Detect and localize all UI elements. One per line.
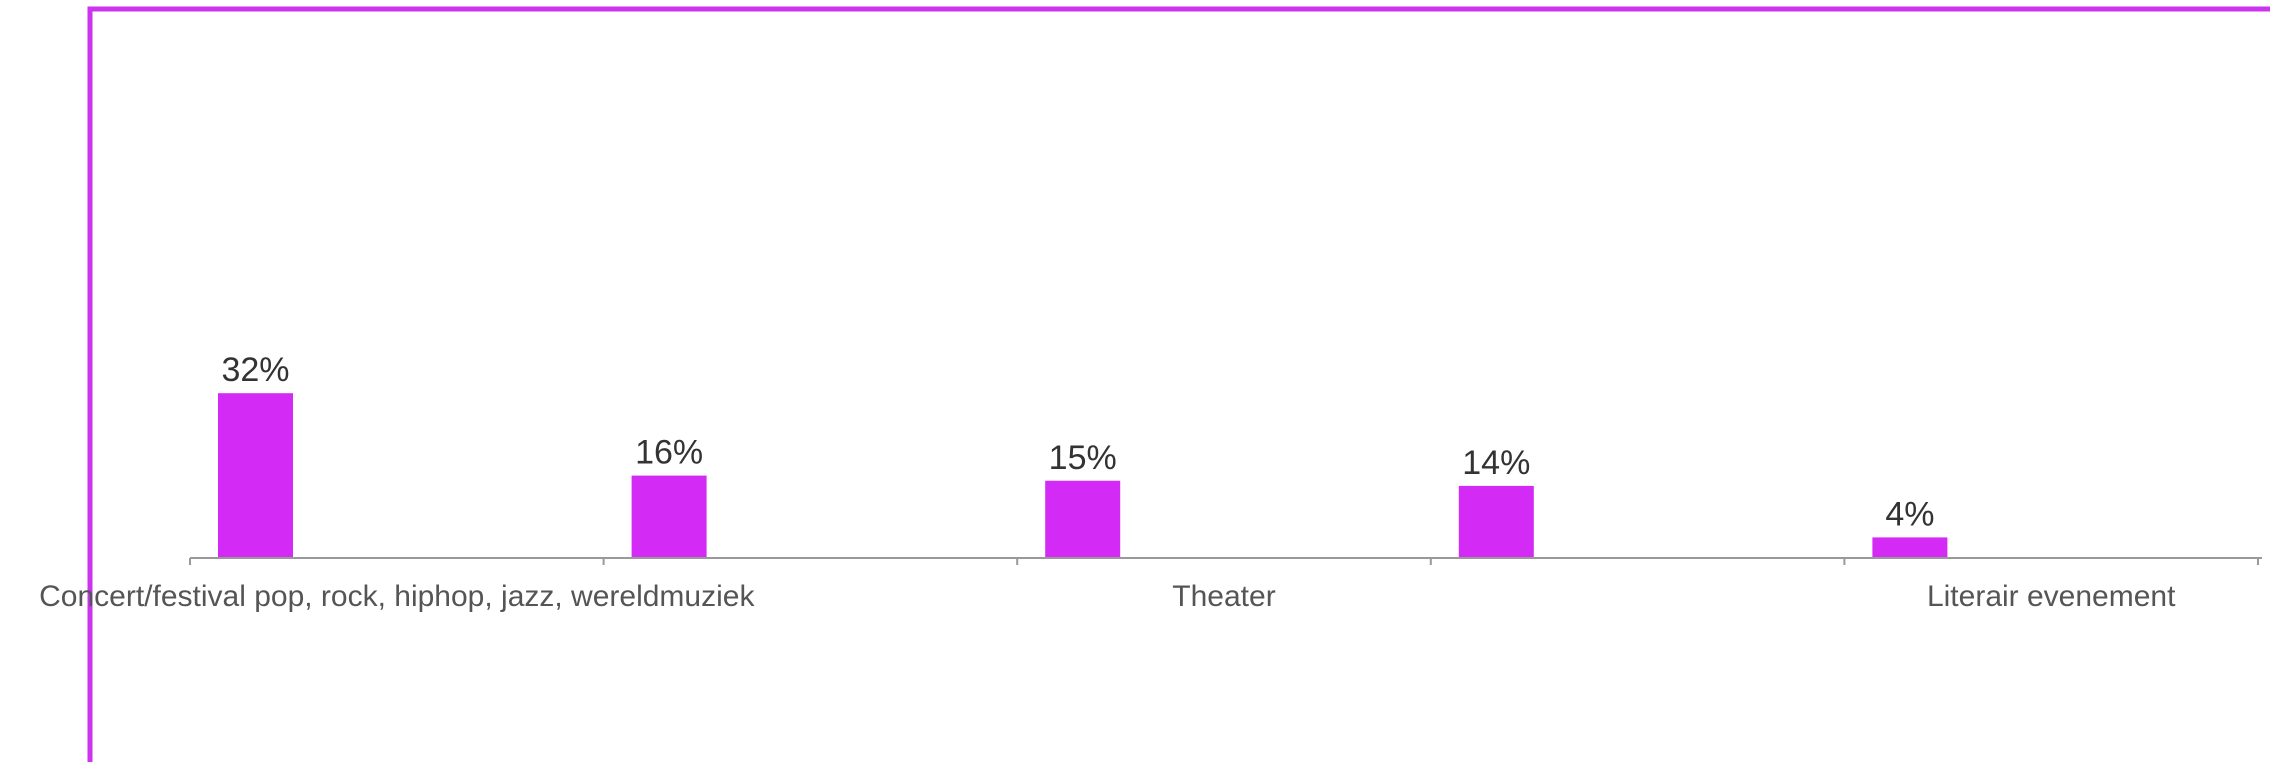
bar-1 xyxy=(631,475,707,558)
category-label-0: Concert/festival pop, rock, hiphop, jazz… xyxy=(39,580,755,613)
bar-3 xyxy=(1458,485,1534,558)
data-label-3: 14% xyxy=(1462,444,1530,482)
data-label-1: 16% xyxy=(635,434,703,472)
labels-layer: 32% Concert/festival pop, rock, hiphop, j… xyxy=(39,351,2176,613)
bar-4 xyxy=(1872,537,1948,558)
data-label-0: 32% xyxy=(221,351,289,389)
category-label-2: Theater xyxy=(1172,580,1275,613)
x-axis xyxy=(189,557,2262,565)
bars-layer xyxy=(218,393,1948,558)
category-label-4: Literair evenement xyxy=(1927,580,2176,613)
bar-2 xyxy=(1045,480,1121,558)
data-label-4: 4% xyxy=(1885,495,1934,533)
chart-frame xyxy=(87,6,2270,767)
data-label-2: 15% xyxy=(1049,439,1117,477)
bar-0 xyxy=(218,393,293,558)
